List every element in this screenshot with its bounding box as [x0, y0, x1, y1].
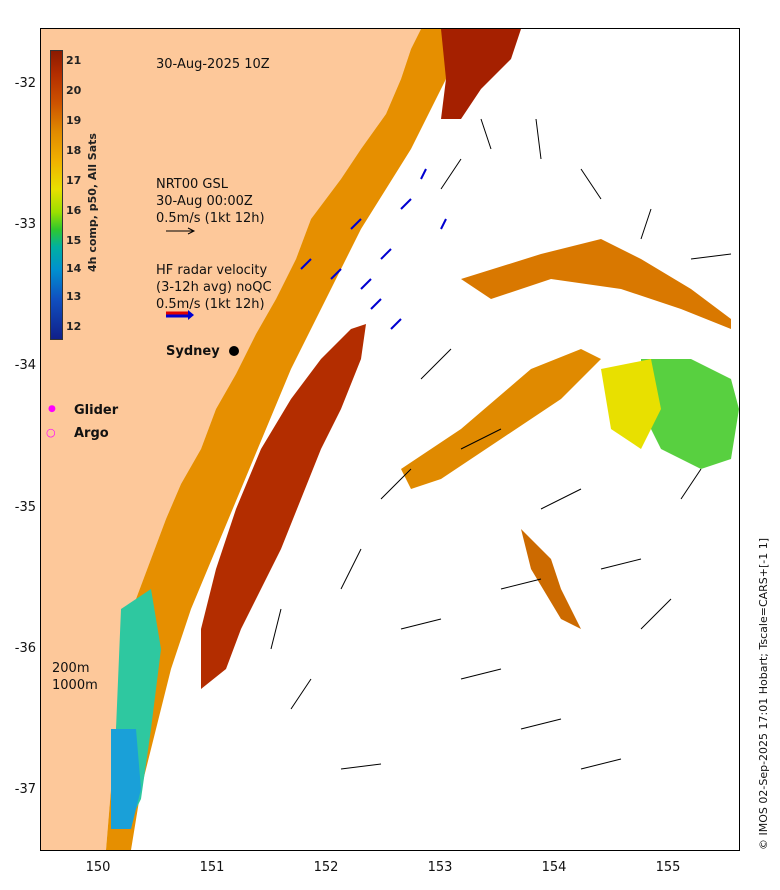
sst-yellow-patch — [601, 359, 661, 449]
map-title: 30-Aug-2025 10Z — [156, 57, 270, 72]
colorbar-tick: 13 — [66, 290, 82, 303]
sst-eddy-arc-3 — [521, 529, 581, 629]
hf-avg: (3-12h avg) noQC — [156, 280, 272, 295]
hf-radar-vectors — [300, 168, 447, 330]
lat-label: -36 — [14, 641, 36, 656]
sst-south-blue — [111, 729, 141, 829]
lat-label: -33 — [14, 217, 36, 232]
argo-label: Argo — [74, 426, 109, 441]
sst-eddy-arc-2 — [461, 239, 731, 329]
colorbar — [50, 50, 63, 340]
lat-label: -35 — [14, 500, 36, 515]
colorbar-tick: 12 — [66, 320, 82, 333]
sst-cool-patch — [641, 359, 739, 469]
nrt-scale: 0.5m/s (1kt 12h) — [156, 211, 265, 226]
colorbar-label: 4h comp, p50, All Sats — [86, 133, 99, 272]
glider-label: Glider — [74, 403, 119, 418]
hf-title: HF radar velocity — [156, 263, 268, 278]
colorbar-tick: 19 — [66, 114, 82, 127]
sst-north-core — [441, 29, 521, 119]
colorbar-tick: 15 — [66, 234, 82, 247]
lon-label: 150 — [85, 860, 111, 875]
current-vectors — [270, 118, 732, 770]
argo-icon: ○ — [46, 426, 56, 439]
credit-text: © IMOS 02-Sep-2025 17:01 Hobart; Tscale=… — [757, 537, 770, 850]
nrt-scale-arrow-icon — [166, 227, 196, 235]
map-frame[interactable] — [40, 28, 740, 851]
colorbar-tick: 14 — [66, 262, 82, 275]
lat-label: -37 — [14, 782, 36, 797]
lon-label: 154 — [541, 860, 567, 875]
lat-label: -34 — [14, 358, 36, 373]
sydney-marker — [229, 346, 239, 356]
sst-eddy-arc-1 — [401, 349, 601, 489]
colorbar-tick: 20 — [66, 84, 82, 97]
colorbar-tick: 21 — [66, 54, 82, 67]
lon-label: 153 — [427, 860, 453, 875]
hf-scale: 0.5m/s (1kt 12h) — [156, 297, 265, 312]
lat-label: -32 — [14, 76, 36, 91]
lon-label: 152 — [313, 860, 339, 875]
colorbar-tick: 16 — [66, 204, 82, 217]
map-canvas — [41, 29, 739, 850]
depth-label-200: 200m — [52, 661, 90, 676]
lon-label: 155 — [655, 860, 681, 875]
city-label: Sydney — [166, 344, 220, 359]
nrt-title: NRT00 GSL — [156, 177, 228, 192]
hf-scale-arrow-icon — [166, 310, 194, 320]
colorbar-tick: 17 — [66, 174, 82, 187]
sst-current-core — [201, 324, 366, 689]
land-mass — [41, 29, 421, 850]
depth-label-1000: 1000m — [52, 678, 98, 693]
colorbar-tick: 18 — [66, 144, 82, 157]
nrt-time: 30-Aug 00:00Z — [156, 194, 253, 209]
lon-label: 151 — [199, 860, 225, 875]
glider-icon: ● — [48, 404, 56, 414]
